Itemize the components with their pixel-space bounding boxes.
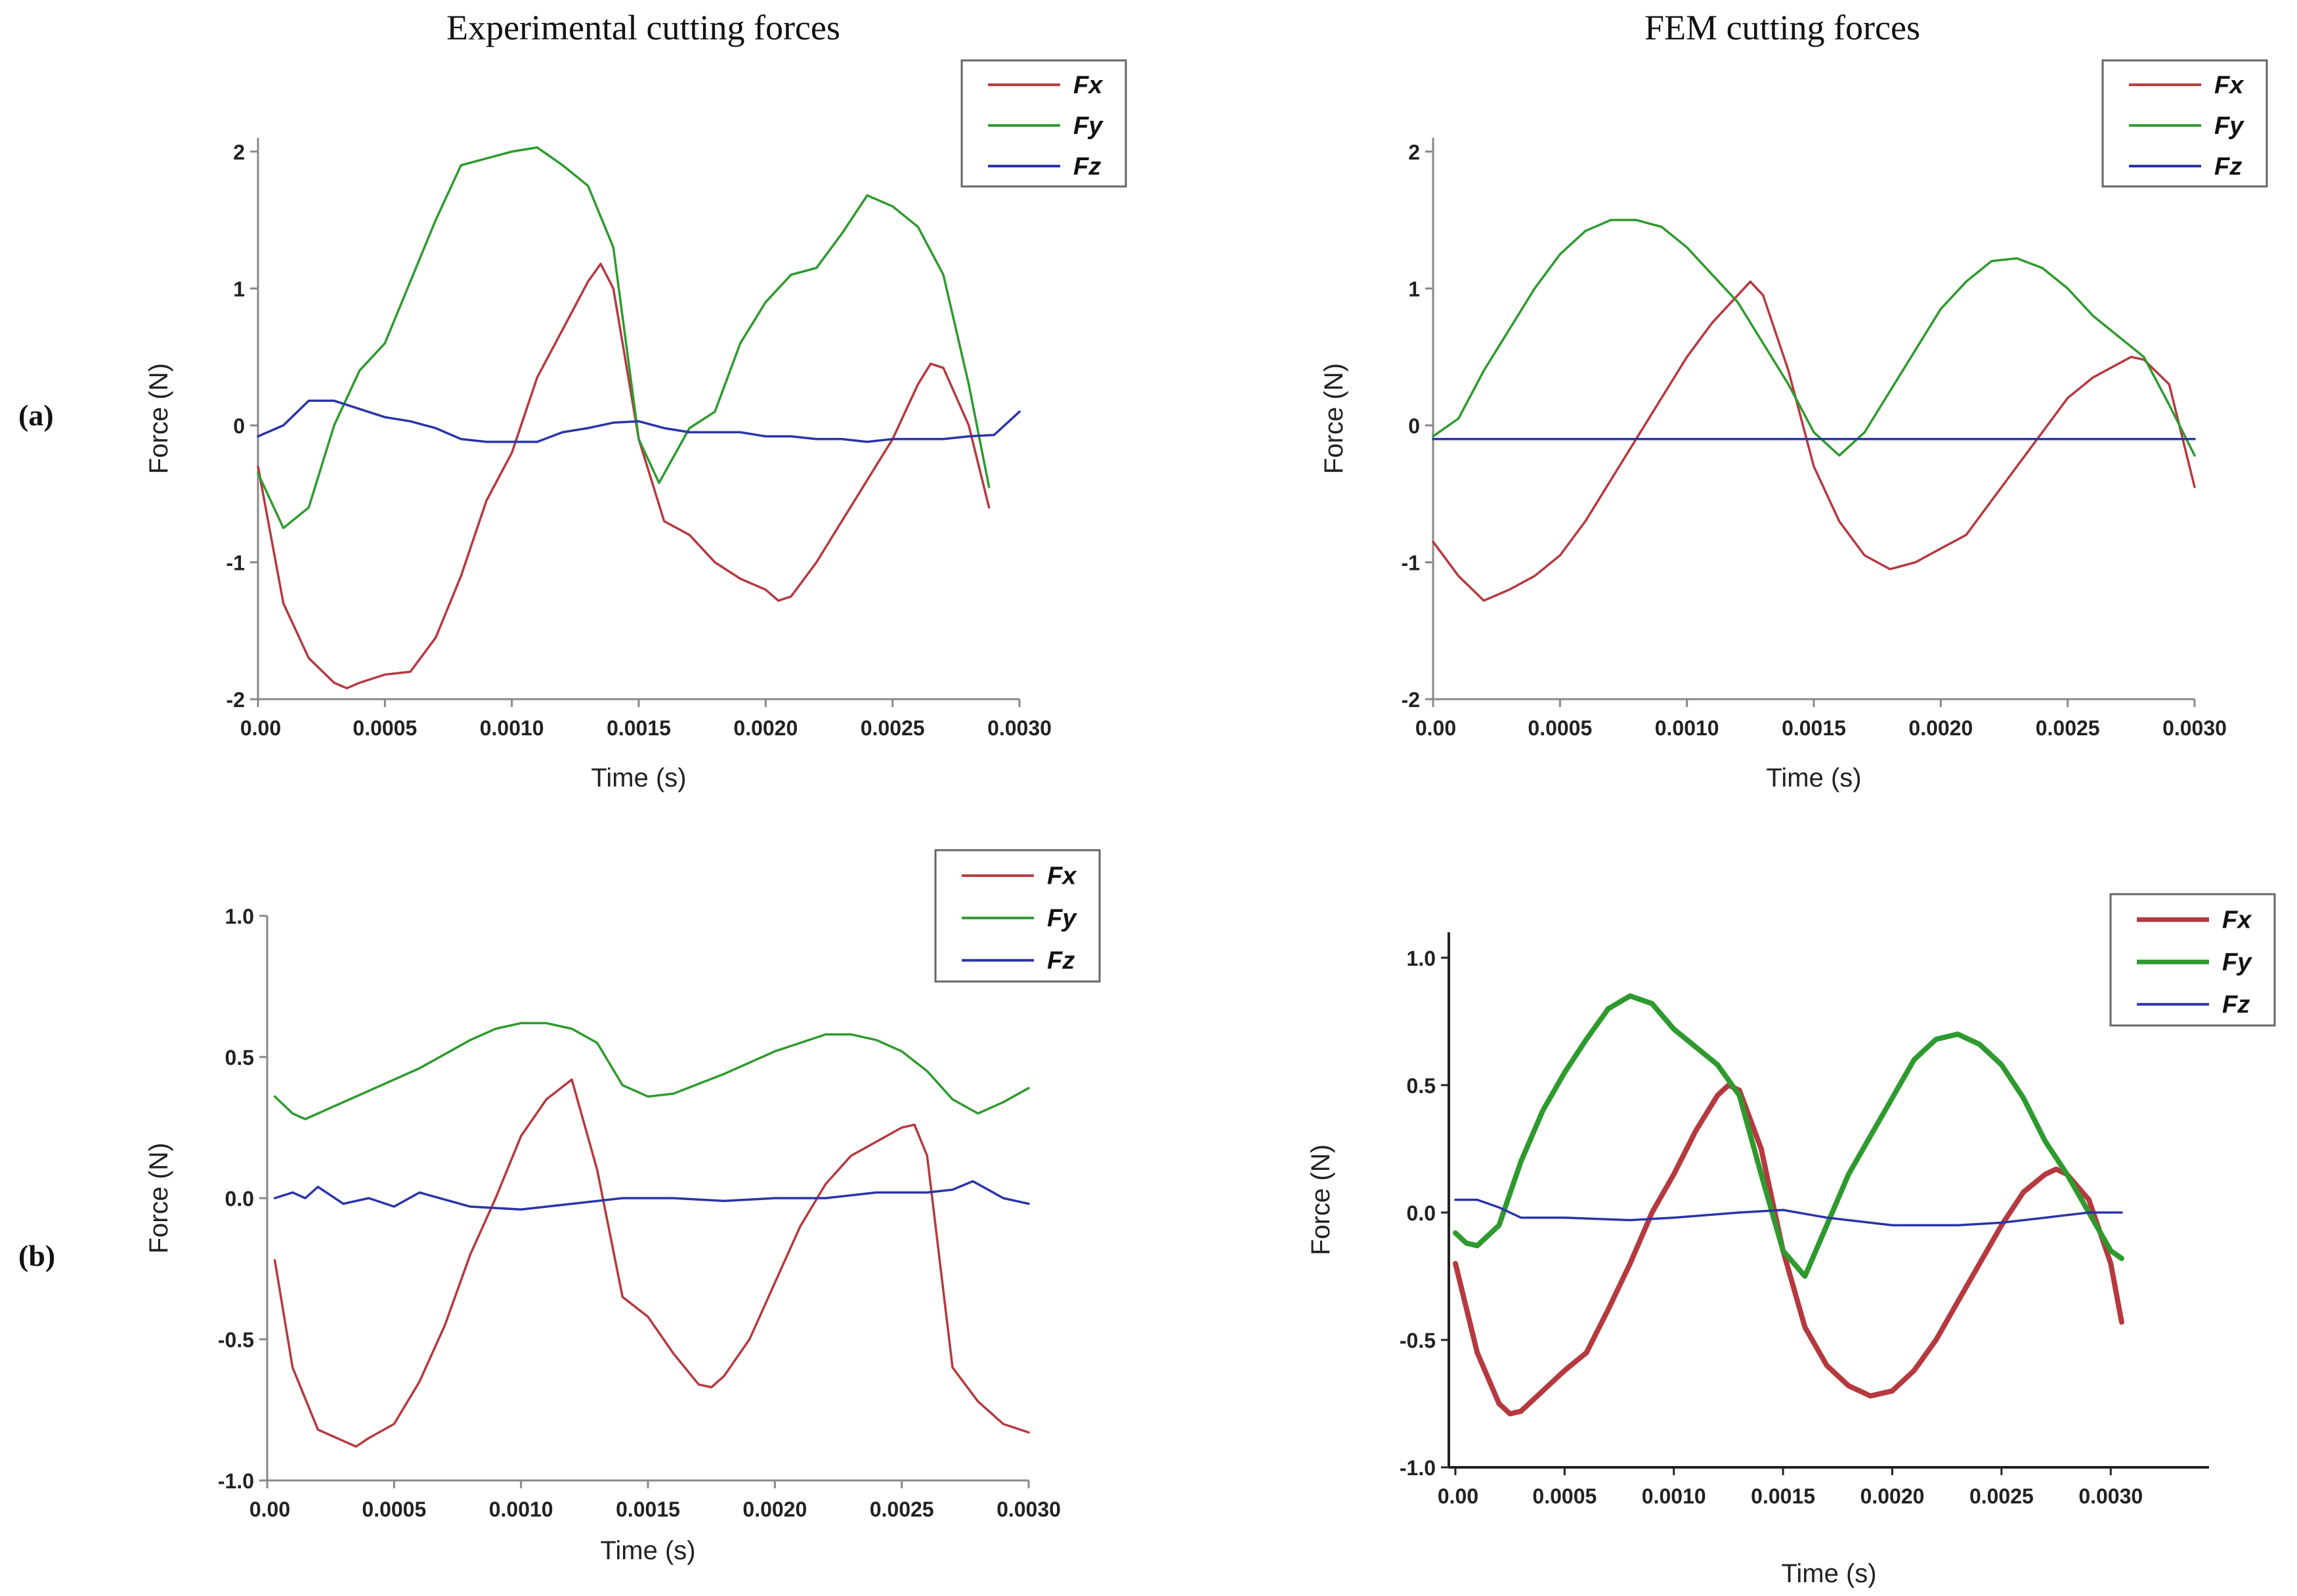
y-tick-label: 2 <box>1408 140 1420 164</box>
legend-label-fx: Fx <box>1073 72 1104 99</box>
y-axis-label: Force (N) <box>144 363 173 474</box>
series-line-fy <box>1453 993 2124 1279</box>
series-line-fy <box>273 1022 1030 1121</box>
y-axis-label: Force (N) <box>1306 1144 1335 1255</box>
series-line-fx <box>1432 280 2196 602</box>
legend-label-fz: Fz <box>1073 153 1101 181</box>
series-line-fy <box>1432 219 2196 457</box>
x-tick-label: 0.0020 <box>1908 716 1973 740</box>
chart-b-fem: -1.0 -0.5 0.0 0.5 1.0 0.00 0.0005 0.0010 0.0015 0… <box>1306 893 2276 1588</box>
legend-label-fy: Fy <box>2222 949 2252 976</box>
x-axis-label: Time (s) <box>1766 764 1861 792</box>
legend-label-fx: Fx <box>1047 863 1077 890</box>
x-tick-label: 0.0020 <box>1860 1484 1925 1508</box>
legend-label-fx: Fx <box>2214 72 2244 99</box>
row-label-a: (a) <box>18 399 54 432</box>
x-tick-label: 0.0020 <box>733 716 798 740</box>
x-tick-label: 0.0025 <box>1969 1484 2034 1508</box>
series-line-fz <box>257 399 1021 443</box>
legend-label-fz: Fz <box>1047 947 1075 975</box>
y-tick-label: 1 <box>233 277 245 301</box>
y-tick-label: 2 <box>233 140 245 164</box>
y-tick-label: 1.0 <box>225 905 254 928</box>
y-tick-label: 0 <box>1408 414 1420 438</box>
y-tick-label: -0.5 <box>218 1328 254 1352</box>
y-tick-label: 1.0 <box>1407 947 1436 970</box>
y-tick-label: 0.5 <box>225 1046 254 1069</box>
x-tick-label: 0.00 <box>240 716 281 740</box>
x-tick-label: 0.0005 <box>362 1498 426 1521</box>
series-line-fz <box>1454 1198 2123 1227</box>
y-tick-label: 1 <box>1408 277 1420 301</box>
chart-b-experimental: -1.0 -0.5 0.0 0.5 1.0 0.00 0.0005 0.0010 0.0015 0… <box>144 849 1101 1565</box>
x-tick-label: 0.00 <box>1415 716 1456 740</box>
row-label-b: (b) <box>18 1239 55 1272</box>
legend-label-fy: Fy <box>2214 112 2244 140</box>
x-tick-label: 0.0030 <box>2078 1484 2143 1508</box>
x-tick-label: 0.0005 <box>353 716 417 740</box>
x-tick-label: 0.0030 <box>2162 716 2227 740</box>
series-line-fx <box>257 263 991 690</box>
x-tick-label: 0.0010 <box>480 716 544 740</box>
x-tick-label: 0.0010 <box>1655 716 1719 740</box>
y-axis-label: Force (N) <box>144 1143 173 1254</box>
y-tick-label: -0.5 <box>1400 1329 1436 1352</box>
column-title-experimental: Experimental cutting forces <box>446 8 840 47</box>
series-line-fx <box>273 1078 1030 1448</box>
x-tick-label: 0.0020 <box>742 1498 807 1521</box>
y-tick-label: -1.0 <box>218 1469 254 1493</box>
series-line-fz <box>273 1180 1030 1211</box>
y-tick-label: -1.0 <box>1400 1456 1436 1480</box>
x-tick-label: 0.0015 <box>616 1498 680 1521</box>
x-tick-label: 0.0025 <box>2036 716 2100 740</box>
x-tick-label: 0.0025 <box>861 716 925 740</box>
legend-label-fz: Fz <box>2222 991 2250 1019</box>
legend-label-fz: Fz <box>2214 153 2242 181</box>
y-tick-label: -1 <box>1402 551 1420 574</box>
x-tick-label: 0.0025 <box>870 1498 934 1521</box>
y-tick-label: 0.5 <box>1407 1074 1436 1098</box>
x-tick-label: 0.0010 <box>489 1498 553 1521</box>
chart-a-fem: -2 -1 0 1 2 0.00 0.0005 0.0010 0.0015 0.0020 0.002… <box>1320 59 2268 792</box>
x-axis-label: Time (s) <box>600 1536 695 1565</box>
x-axis-label: Time (s) <box>1781 1559 1876 1588</box>
legend-label-fy: Fy <box>1073 112 1104 140</box>
x-tick-label: 0.0015 <box>1782 716 1846 740</box>
column-title-fem: FEM cutting forces <box>1644 8 1920 47</box>
chart-a-experimental: -2 -1 0 1 2 0.00 0.0005 0.0010 0.0015 0.0020 0.002… <box>144 59 1127 792</box>
x-tick-label: 0.0030 <box>997 1498 1061 1521</box>
x-tick-label: 0.0005 <box>1532 1484 1597 1508</box>
x-tick-label: 0.00 <box>1438 1484 1478 1508</box>
x-axis-label: Time (s) <box>591 764 686 792</box>
y-tick-label: 0 <box>233 414 245 438</box>
legend-label-fy: Fy <box>1047 905 1077 932</box>
x-tick-label: 0.00 <box>249 1498 290 1521</box>
y-tick-label: -2 <box>1402 688 1420 712</box>
y-tick-label: 0.0 <box>225 1187 254 1211</box>
x-tick-label: 0.0015 <box>607 716 671 740</box>
x-tick-label: 0.0030 <box>987 716 1052 740</box>
y-axis-label: Force (N) <box>1320 363 1348 474</box>
y-tick-label: -1 <box>226 551 245 574</box>
legend-label-fx: Fx <box>2222 907 2252 934</box>
y-tick-label: -2 <box>226 688 245 712</box>
x-tick-label: 0.0010 <box>1642 1484 1706 1508</box>
series-line-fy <box>257 146 991 530</box>
x-tick-label: 0.0015 <box>1751 1484 1815 1508</box>
y-tick-label: 0.0 <box>1407 1201 1436 1225</box>
x-tick-label: 0.0005 <box>1528 716 1592 740</box>
